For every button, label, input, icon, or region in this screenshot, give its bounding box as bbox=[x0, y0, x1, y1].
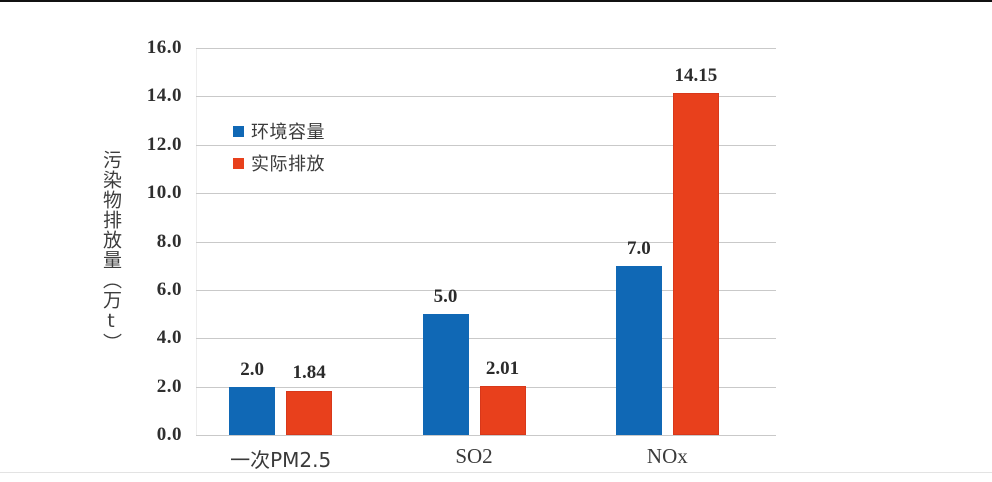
y-axis-tick-label: 10.0 bbox=[146, 182, 182, 204]
bar-一次PM2.5-环境容量[interactable] bbox=[229, 386, 276, 435]
bar-NOx-环境容量[interactable] bbox=[615, 265, 662, 435]
gridline bbox=[196, 289, 776, 291]
bottom-divider bbox=[0, 472, 992, 473]
x-axis-category-label: SO2 bbox=[455, 444, 493, 468]
legend-label-0: 环境容量 bbox=[251, 122, 325, 143]
y-axis-tick-label: 16.0 bbox=[146, 37, 182, 58]
bar-value-label: 2.0 bbox=[240, 358, 265, 380]
bar-NOx-实际排放[interactable] bbox=[672, 92, 719, 435]
legend-item-1[interactable]: 实际排放 bbox=[233, 150, 383, 176]
gridline bbox=[196, 241, 776, 243]
bar-一次PM2.5-实际排放[interactable] bbox=[286, 390, 333, 435]
bar-value-label: 1.84 bbox=[292, 362, 326, 384]
bar-value-label: 2.01 bbox=[485, 358, 520, 380]
gridline bbox=[196, 193, 776, 195]
y-axis-tick-label: 8.0 bbox=[156, 230, 182, 252]
gridline bbox=[196, 48, 776, 49]
bar-SO2-环境容量[interactable] bbox=[422, 314, 469, 435]
gridline bbox=[196, 435, 776, 436]
y-axis-tick-label: 4.0 bbox=[156, 327, 182, 349]
gridline bbox=[196, 144, 776, 146]
y-axis-tick-label: 12.0 bbox=[146, 133, 182, 155]
legend-swatch-icon-0 bbox=[233, 125, 244, 137]
legend-swatch-icon-1 bbox=[233, 157, 244, 169]
y-axis-tick-label: 0.0 bbox=[156, 424, 182, 445]
bar-SO2-实际排放[interactable] bbox=[479, 386, 526, 435]
gridline bbox=[196, 338, 776, 340]
y-axis-tick-label: 2.0 bbox=[156, 375, 182, 397]
chart-legend: 环境容量 实际排放 bbox=[233, 118, 383, 182]
top-divider bbox=[0, 0, 992, 2]
legend-item-0[interactable]: 环境容量 bbox=[233, 118, 383, 144]
x-axis-category-label: NOx bbox=[646, 444, 688, 468]
y-axis-tick-label: 14.0 bbox=[146, 85, 182, 107]
plot-area: 2.0 1.84 5.0 2.01 7.0 14.15 bbox=[196, 48, 776, 436]
bar-value-label: 5.0 bbox=[433, 286, 458, 308]
y-axis-title: 污染物排放量（万t） bbox=[100, 150, 122, 353]
bar-value-label: 14.15 bbox=[674, 64, 718, 86]
y-axis-tick-label: 6.0 bbox=[156, 278, 182, 300]
x-axis-category-label: 一次PM2.5 bbox=[230, 448, 332, 472]
legend-label-1: 实际排放 bbox=[251, 154, 325, 175]
bar-value-label: 7.0 bbox=[626, 237, 651, 259]
y-axis-tick-labels: 16.0 14.0 12.0 10.0 8.0 6.0 4.0 2.0 0.0 bbox=[118, 37, 182, 445]
gridline bbox=[196, 96, 776, 98]
